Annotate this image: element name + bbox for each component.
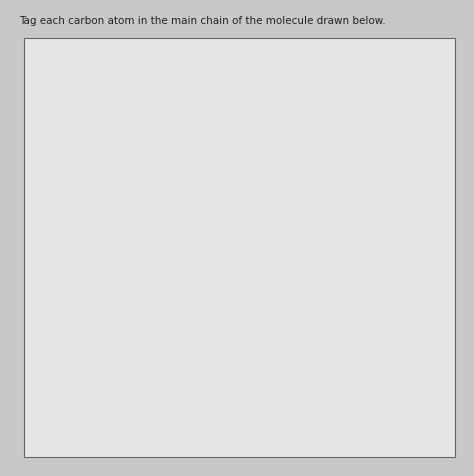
Text: C: C [157,334,166,347]
Text: H: H [129,232,138,242]
Text: ▲: ▲ [85,95,96,107]
Text: H: H [244,152,252,162]
Text: H: H [157,152,166,162]
Text: C: C [157,282,166,295]
Text: C: C [201,282,209,295]
Text: C: C [157,230,166,243]
Text: H: H [186,232,194,242]
Text: H: H [129,335,138,345]
Text: H: H [244,96,252,106]
Text: C: C [201,196,209,209]
Text: H: H [321,169,330,179]
Text: H: H [114,152,123,162]
Text: H: H [283,169,291,179]
Text: C: C [157,122,166,135]
Text: H: H [283,225,291,235]
Text: H: H [173,197,181,207]
Text: H: H [360,225,369,235]
Text: C: C [244,122,252,135]
Text: C: C [283,196,291,209]
Text: H: H [201,258,209,268]
Text: C: C [360,196,369,209]
Text: H: H [201,96,209,106]
Text: H: H [186,335,194,345]
Text: C: C [244,282,252,295]
Text: C: C [201,122,209,135]
Text: C: C [114,122,123,135]
Text: H: H [201,309,209,319]
Text: H: H [157,96,166,106]
Text: H: H [272,284,280,294]
Text: H: H [129,284,138,294]
Text: H: H [244,309,252,319]
Text: H: H [360,169,369,179]
Text: H: H [388,197,397,207]
Text: H: H [191,210,200,220]
Text: H: H [244,258,252,268]
Text: C: C [321,196,330,209]
Text: H: H [157,363,166,373]
Text: H: H [86,124,95,134]
Text: H: H [148,210,156,220]
Text: H: H [114,96,123,106]
Text: H: H [272,124,280,134]
Text: H: H [321,225,330,235]
Text: Tag each carbon atom in the main chain of the molecule drawn below.: Tag each carbon atom in the main chain o… [19,16,385,27]
